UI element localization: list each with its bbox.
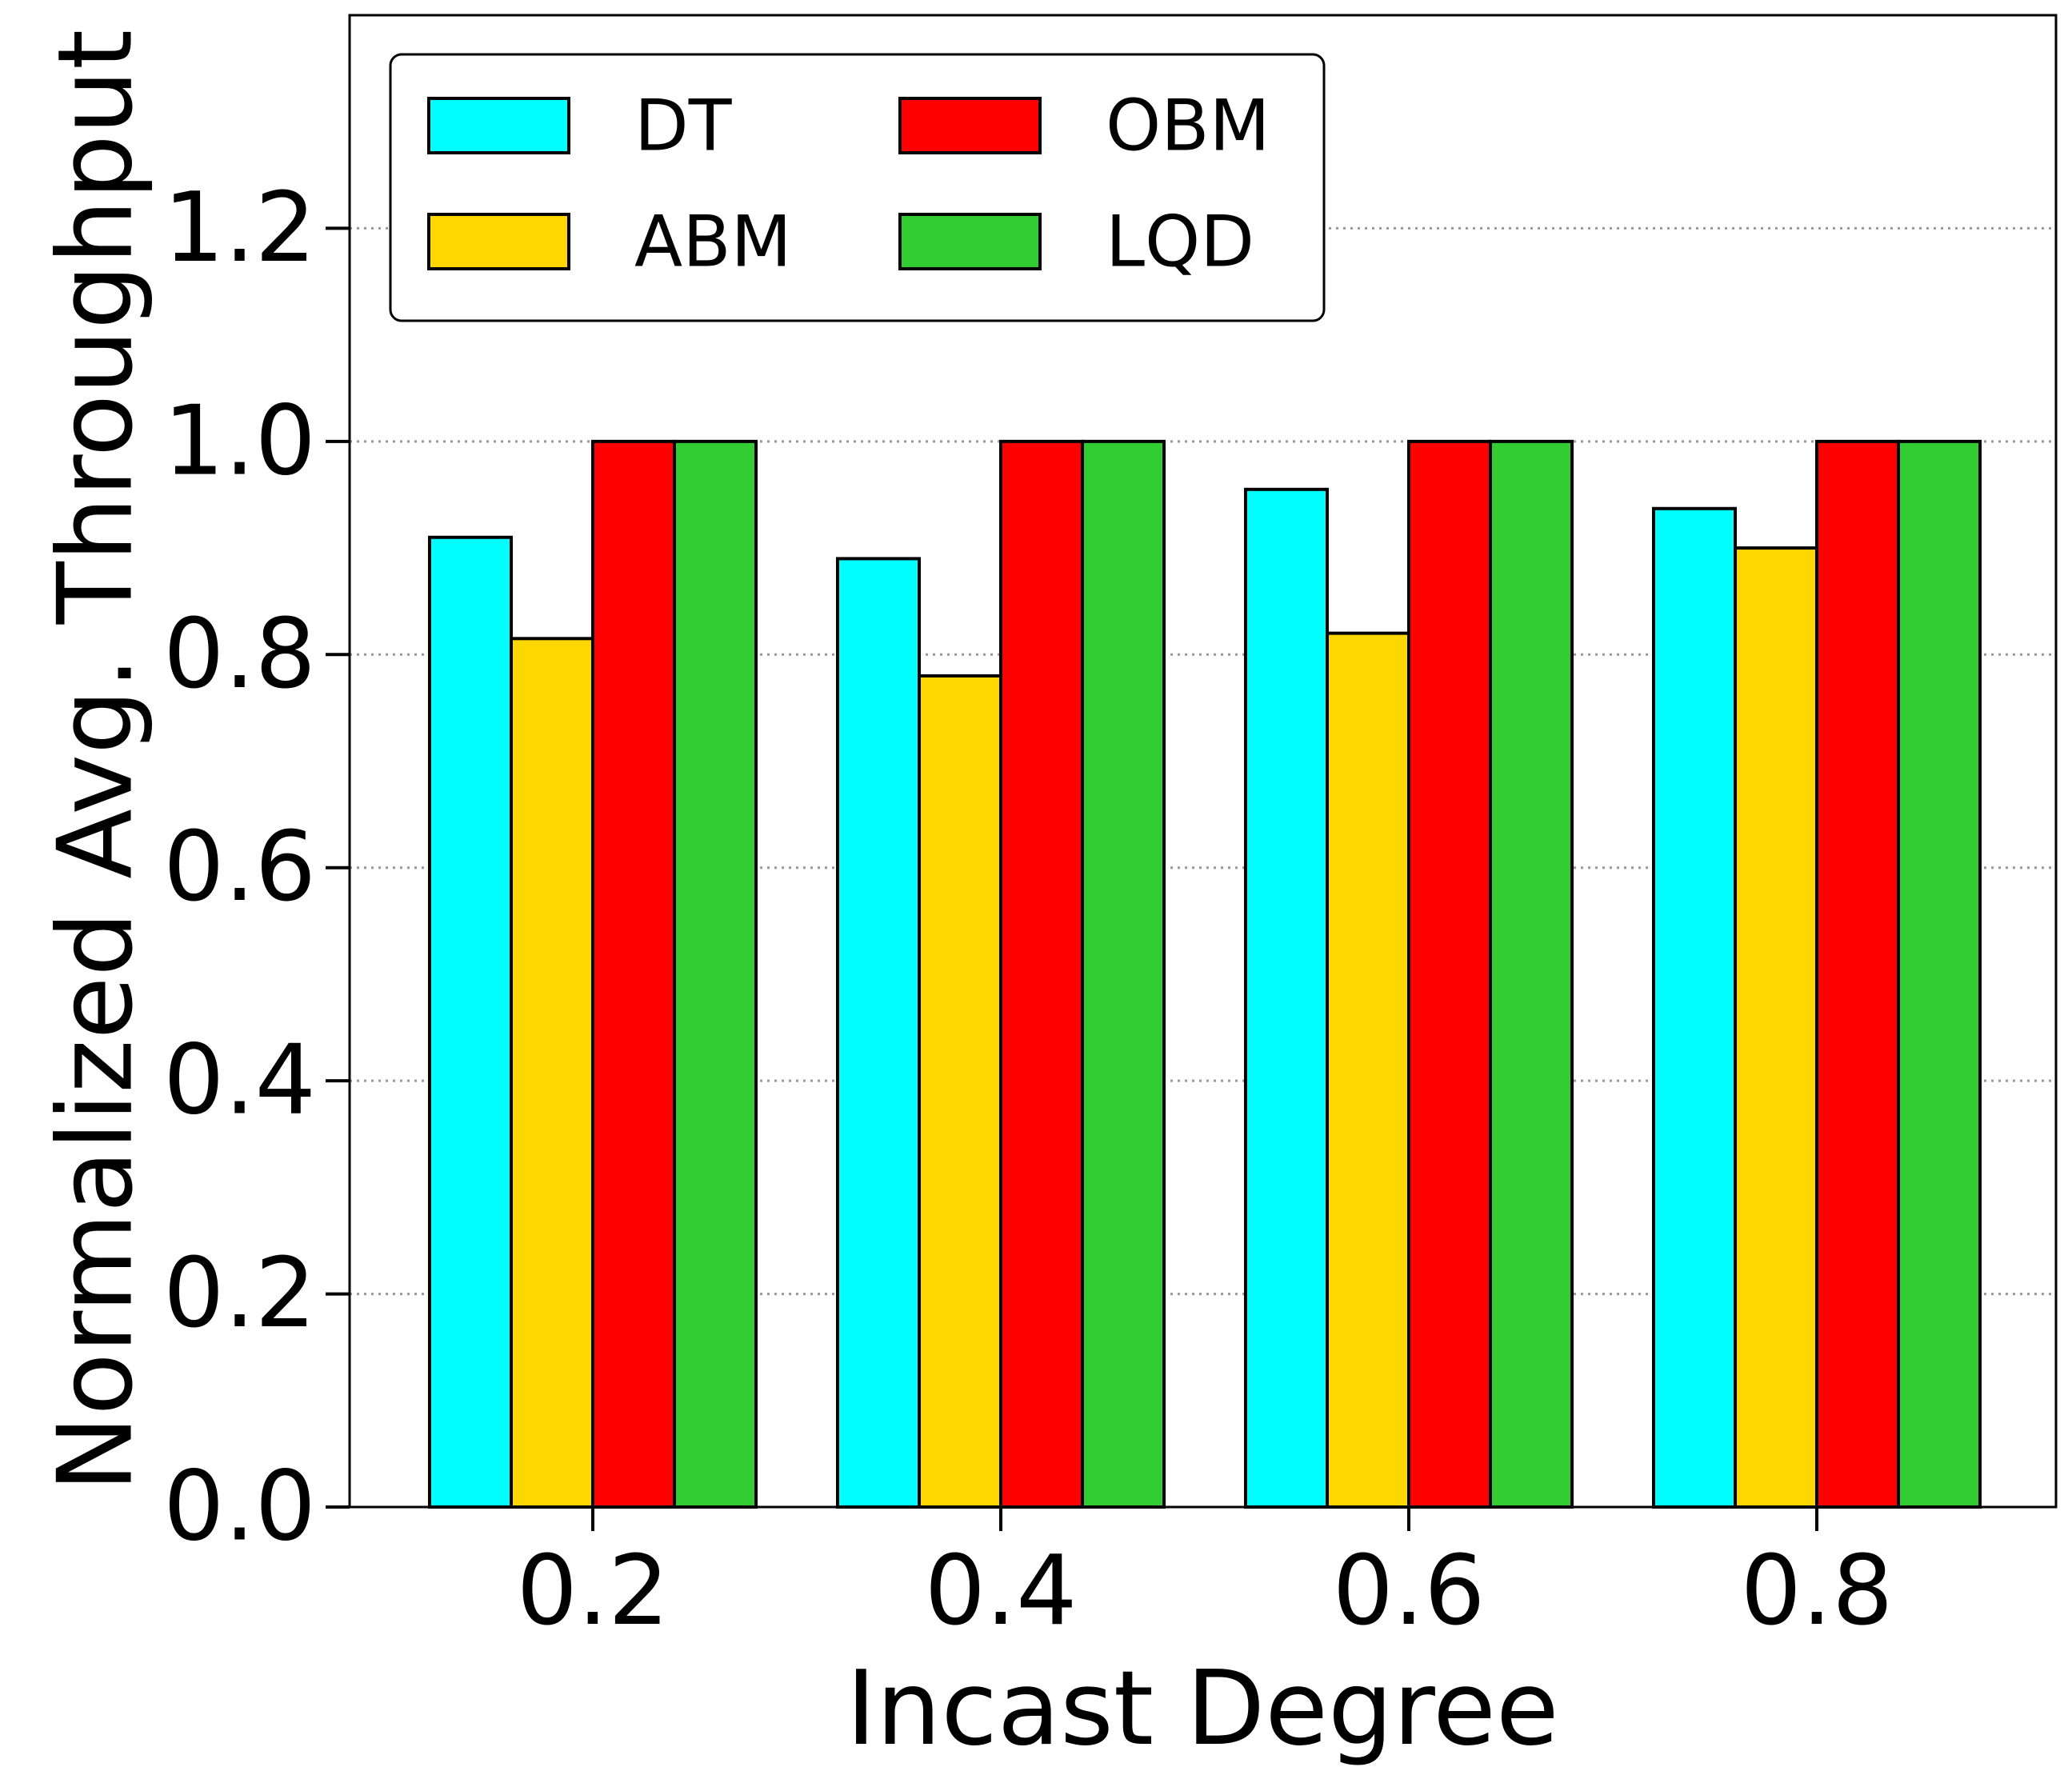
bar-abm-0.8 <box>1734 546 1818 1509</box>
legend-label-obm: OBM <box>1106 85 1270 167</box>
x-tick-label: 0.2 <box>517 1536 670 1647</box>
y-axis-title: Normalized Avg. Throughput <box>37 30 156 1493</box>
bar-dt-0.6 <box>1244 487 1329 1509</box>
bar-abm-0.6 <box>1326 631 1410 1509</box>
bar-obm-0.8 <box>1815 439 1900 1509</box>
bar-dt-0.4 <box>836 557 921 1509</box>
plot-frame <box>348 14 2058 1509</box>
x-axis-title: Incast Degree <box>846 1649 1558 1769</box>
legend-label-dt: DT <box>634 85 733 167</box>
y-tick-label: 0.4 <box>163 1025 316 1137</box>
y-tick-label: 1.0 <box>163 386 316 497</box>
legend-box <box>389 53 1326 322</box>
y-tick-label: 0.2 <box>163 1238 316 1349</box>
legend-label-lqd: LQD <box>1106 201 1254 283</box>
x-axis-ticks: 0.2 0.4 0.6 0.8 <box>517 1507 1894 1647</box>
legend-swatch-obm <box>898 97 1042 154</box>
x-tick-label: 0.8 <box>1741 1536 1894 1647</box>
bar-obm-0.6 <box>1407 439 1492 1509</box>
bar-lqd-0.4 <box>1081 439 1166 1509</box>
bar-abm-0.2 <box>510 637 594 1509</box>
y-tick-label: 0.6 <box>163 812 316 923</box>
legend-swatch-lqd <box>898 213 1042 270</box>
bars <box>428 439 1982 1509</box>
legend-swatch-abm <box>427 213 570 270</box>
bar-obm-0.2 <box>591 439 676 1509</box>
bar-dt-0.8 <box>1652 506 1737 1509</box>
x-tick-label: 0.4 <box>925 1536 1078 1647</box>
bar-obm-0.4 <box>999 439 1084 1509</box>
x-tick-label: 0.6 <box>1333 1536 1486 1647</box>
bar-lqd-0.2 <box>673 439 758 1509</box>
bar-lqd-0.6 <box>1489 439 1574 1509</box>
legend: DT ABM OBM LQD <box>389 53 1326 322</box>
bar-lqd-0.8 <box>1897 439 1982 1509</box>
bar-abm-0.4 <box>918 674 1002 1509</box>
bar-dt-0.2 <box>428 535 513 1509</box>
y-tick-label: 0.8 <box>163 599 316 710</box>
y-tick-label: 0.0 <box>163 1452 316 1563</box>
y-axis-ticks: 0.0 0.2 0.4 0.6 0.8 1.0 1.2 <box>163 173 350 1563</box>
y-tick-label: 1.2 <box>163 173 316 284</box>
legend-label-abm: ABM <box>634 201 792 283</box>
legend-swatch-dt <box>427 97 570 154</box>
